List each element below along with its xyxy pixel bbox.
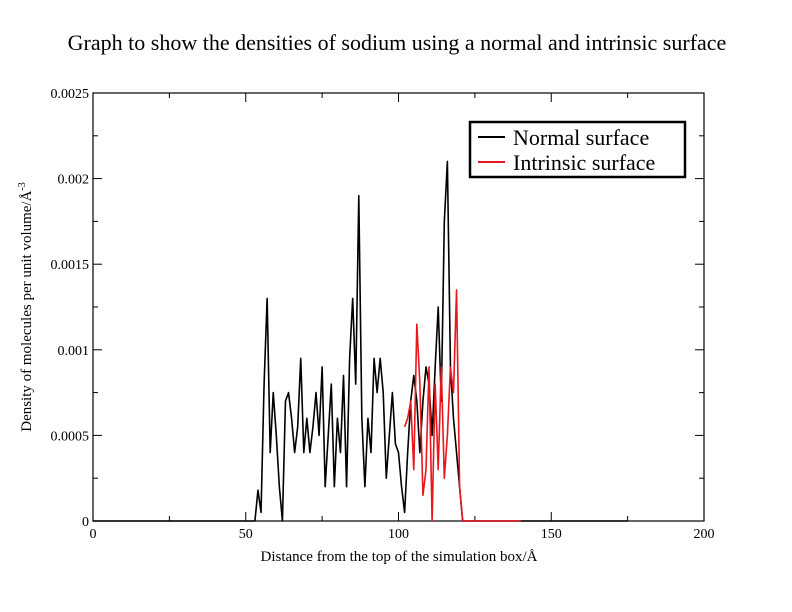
x-tick-label: 50 [239, 527, 253, 542]
x-axis-label: Distance from the top of the simulation … [260, 549, 537, 565]
y-axis-label: Density of molecules per unit volume/Å-3 [17, 182, 35, 432]
y-tick-labels: 0 0.0005 0.001 0.0015 0.002 0.0025 [51, 87, 90, 530]
y-axis-label-main: Density of molecules per unit volume/Å [19, 190, 35, 431]
x-tick-label: 150 [541, 527, 562, 542]
y-tick-label: 0.001 [58, 344, 90, 359]
y-tick-label: 0.0025 [51, 87, 90, 102]
legend-label-intrinsic: Intrinsic surface [513, 150, 655, 175]
x-tick-labels: 0 50 100 150 200 [90, 527, 715, 542]
legend-box [468, 120, 687, 179]
legend-label-normal: Normal surface [513, 125, 649, 150]
chart-title: Graph to show the densities of sodium us… [68, 30, 727, 55]
legend: Normal surface Intrinsic surface [468, 120, 687, 179]
series-lines [93, 160, 628, 522]
y-tick-label: 0.0005 [51, 429, 90, 444]
y-tick-label: 0.0015 [51, 258, 90, 273]
y-tick-label: 0.002 [58, 173, 90, 188]
x-tick-label: 200 [694, 527, 715, 542]
x-tick-label: 100 [388, 527, 409, 542]
y-axis-label-superscript: -3 [17, 182, 28, 190]
series-line-intrinsic-surface [403, 289, 521, 522]
series-line-normal-surface [93, 160, 628, 522]
y-tick-label: 0 [82, 515, 89, 530]
x-tick-label: 0 [90, 527, 97, 542]
